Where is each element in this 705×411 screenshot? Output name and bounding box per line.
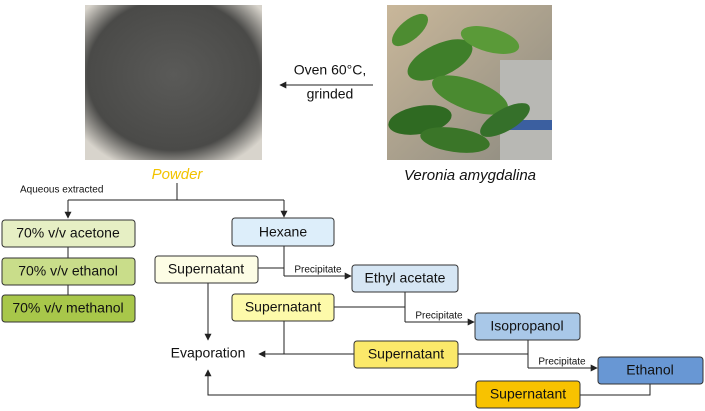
powder-photo [85, 5, 262, 160]
aqueous-label: Aqueous extracted [20, 185, 103, 196]
connector [258, 246, 285, 276]
solvent-label: Ethyl acetate [365, 270, 446, 286]
supernatant-label: Supernatant [490, 386, 566, 402]
drying-label: grinded [307, 86, 354, 102]
solvent-box [597, 356, 704, 385]
supernatant-box [353, 340, 459, 369]
connector [283, 321, 354, 355]
evaporation-label: Evaporation [171, 345, 246, 361]
supernatant-box [154, 255, 259, 284]
arrow [204, 369, 476, 396]
step-box [1, 257, 136, 286]
precipitate-label: Precipitate [538, 357, 586, 368]
step-box [1, 294, 136, 323]
connector [68, 183, 284, 201]
precipitate-label: Precipitate [415, 311, 463, 322]
step-box [1, 219, 136, 248]
step-label: 70% v/v methanol [12, 300, 123, 316]
solvent-label: Isopropanol [490, 318, 563, 334]
solvent-label: Hexane [259, 224, 307, 240]
connector [334, 292, 406, 322]
supernatant-label: Supernatant [168, 261, 244, 277]
supernatant-box [231, 293, 335, 322]
precipitate-label: Precipitate [294, 265, 342, 276]
connector [458, 340, 529, 368]
plant-caption: Veronia amygdalina [404, 167, 536, 184]
step-label: 70% v/v ethanol [18, 263, 118, 279]
plant-photo [387, 5, 552, 160]
solvent-box [474, 312, 581, 341]
supernatant-label: Supernatant [368, 346, 444, 362]
supernatant-box [475, 380, 581, 409]
solvent-box [231, 217, 335, 247]
solvent-label: Ethanol [626, 362, 673, 378]
supernatant-label: Supernatant [245, 299, 321, 315]
powder-caption: Powder [152, 166, 204, 183]
drying-label: Oven 60°C, [294, 62, 367, 78]
connector [580, 384, 651, 396]
step-label: 70% v/v acetone [16, 225, 120, 241]
solvent-box [351, 264, 459, 293]
